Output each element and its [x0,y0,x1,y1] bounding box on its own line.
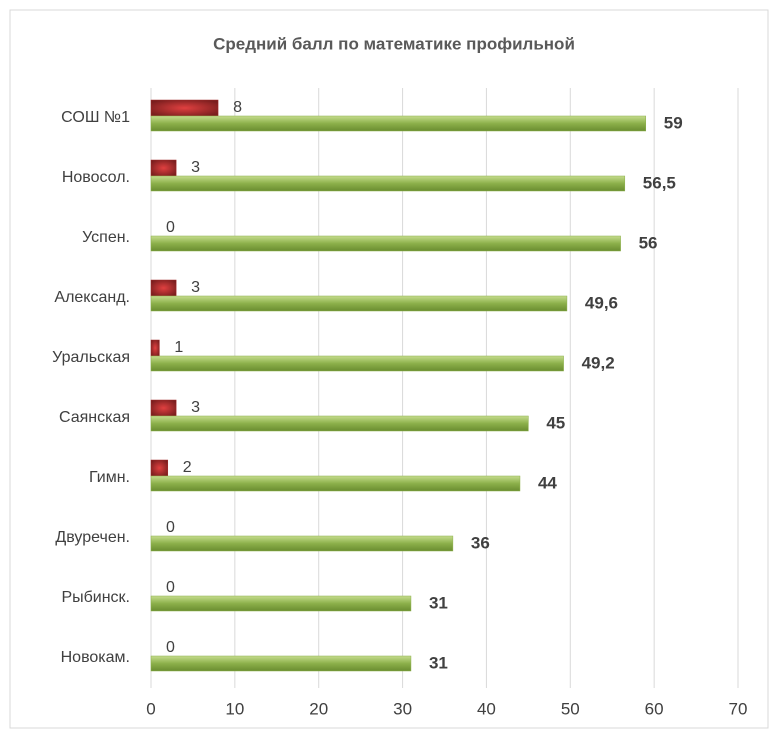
data-label: 3 [191,279,200,296]
data-label: 0 [166,519,175,536]
x-tick-label: 30 [393,699,412,718]
data-label: 45 [546,413,565,432]
bar [150,415,529,432]
y-tick-label: Саянская [59,409,130,426]
bar [150,475,521,492]
bar [150,295,568,312]
data-label: 36 [471,533,490,552]
data-label: 56,5 [643,173,676,192]
bar [150,355,564,372]
bar [150,99,219,117]
data-label: 31 [429,593,448,612]
data-label: 8 [233,99,242,116]
data-label: 1 [174,339,183,356]
data-label: 56 [639,233,658,252]
bar [150,535,454,552]
y-tick-label: Гимн. [89,469,130,486]
y-tick-label: СОШ №1 [61,109,130,126]
x-tick-label: 20 [309,699,328,718]
x-tick-label: 0 [146,699,155,718]
data-label: 0 [166,639,175,656]
y-tick-label: Уральская [52,349,130,366]
bar [150,459,169,477]
y-tick-label: Двуречен. [55,529,130,546]
y-tick-label: Новокам. [61,649,130,666]
data-label: 31 [429,653,448,672]
y-tick-label: Успен. [82,229,130,246]
data-label: 0 [166,579,175,596]
x-tick-label: 70 [729,699,748,718]
data-label: 49,6 [585,293,618,312]
bar [150,595,412,612]
bar [150,399,177,417]
bar [150,339,160,357]
x-tick-label: 50 [561,699,580,718]
x-tick-label: 10 [225,699,244,718]
y-tick-label: Рыбинск. [61,589,130,606]
y-tick-label: Александ. [54,289,130,306]
data-label: 44 [538,473,557,492]
data-label: 59 [664,113,683,132]
x-tick-label: 60 [645,699,664,718]
data-label: 0 [166,219,175,236]
bar [150,279,177,297]
y-tick-label: Новосол. [62,169,130,186]
data-label: 2 [183,459,192,476]
bar [150,235,621,252]
data-label: 49,2 [582,353,615,372]
bar [150,655,412,672]
bar [150,175,626,192]
chart-title: Средний балл по математике профильной [213,34,575,53]
data-label: 3 [191,159,200,176]
bar [150,115,647,132]
data-label: 3 [191,399,200,416]
x-tick-label: 40 [477,699,496,718]
bar [150,159,177,177]
